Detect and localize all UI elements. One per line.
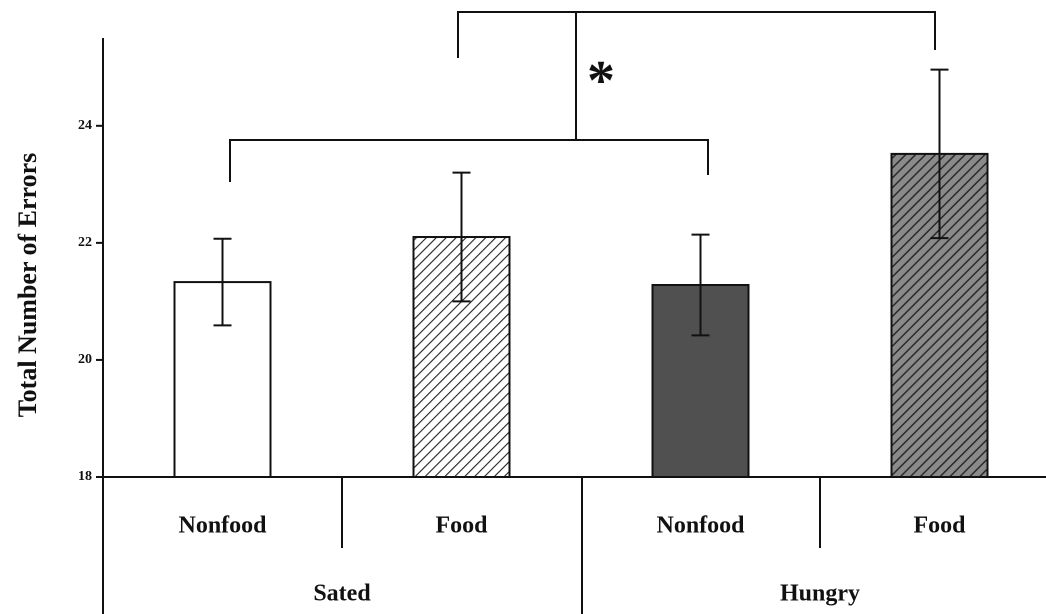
group-label: Hungry — [780, 581, 860, 607]
y-tick-label: 22 — [78, 235, 92, 250]
x-tick-label: Nonfood — [656, 513, 745, 539]
error-bar — [452, 171, 471, 303]
error-bar — [213, 237, 232, 327]
group-label: Sated — [313, 581, 371, 607]
bracket — [457, 11, 936, 58]
y-axis-label: Total Number of Errors — [13, 153, 42, 418]
y-tick-label: 24 — [78, 118, 92, 133]
significance-marker: * — [587, 50, 615, 112]
x-tick-label: Food — [913, 513, 966, 539]
y-tick-label: 18 — [78, 469, 92, 484]
error-bar — [691, 233, 710, 337]
x-tick-label: Food — [435, 513, 488, 539]
y-tick-label: 20 — [78, 352, 92, 367]
x-tick-label: Nonfood — [178, 513, 267, 539]
error-bar — [930, 68, 949, 240]
bracket — [229, 139, 709, 182]
